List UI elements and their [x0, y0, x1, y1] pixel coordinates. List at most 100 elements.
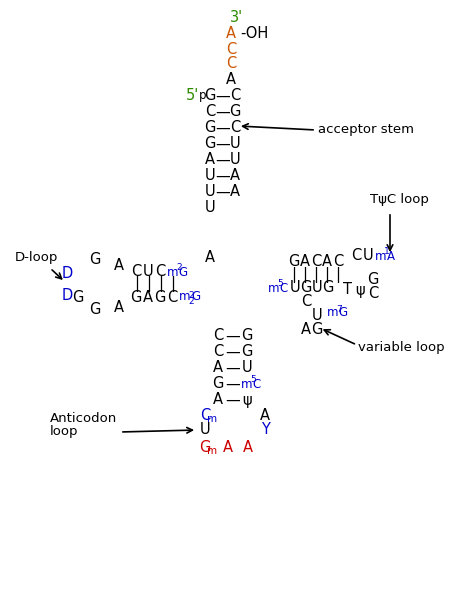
- Text: G: G: [311, 323, 323, 337]
- Text: 2: 2: [176, 263, 182, 273]
- Text: U: U: [312, 280, 322, 296]
- Text: U: U: [230, 137, 240, 151]
- Text: G: G: [89, 303, 100, 317]
- Text: C: C: [213, 329, 223, 343]
- Text: G: G: [178, 266, 188, 279]
- Text: |: |: [158, 276, 164, 292]
- Text: 5': 5': [185, 88, 199, 104]
- Text: U: U: [312, 309, 322, 323]
- Text: C: C: [351, 249, 361, 263]
- Text: G: G: [204, 121, 216, 135]
- Text: A: A: [226, 72, 236, 88]
- Text: m: m: [167, 266, 179, 279]
- Text: G: G: [241, 329, 253, 343]
- Text: A: A: [143, 290, 153, 305]
- Text: |: |: [292, 267, 297, 283]
- Text: —: —: [216, 88, 230, 104]
- Text: A: A: [226, 25, 236, 41]
- Text: A: A: [213, 360, 223, 376]
- Text: loop: loop: [50, 425, 79, 438]
- Text: A: A: [301, 323, 311, 337]
- Text: C: C: [205, 104, 215, 120]
- Text: —: —: [226, 345, 240, 359]
- Text: C: C: [226, 57, 236, 71]
- Text: —: —: [226, 392, 240, 408]
- Text: G: G: [191, 290, 201, 303]
- Text: ψ: ψ: [355, 283, 365, 297]
- Text: A: A: [260, 408, 270, 422]
- Text: G: G: [212, 376, 224, 392]
- Text: G: G: [130, 290, 142, 305]
- Text: G: G: [155, 290, 166, 305]
- Text: m: m: [375, 250, 387, 263]
- Text: 7: 7: [336, 305, 342, 313]
- Text: G: G: [338, 306, 347, 319]
- Text: acceptor stem: acceptor stem: [318, 124, 414, 137]
- Text: A: A: [322, 254, 332, 270]
- Text: U: U: [143, 264, 153, 280]
- Text: G: G: [241, 345, 253, 359]
- Text: C: C: [230, 121, 240, 135]
- Text: |: |: [313, 267, 319, 283]
- Text: 2: 2: [188, 290, 194, 299]
- Text: A: A: [114, 259, 124, 273]
- Text: m: m: [179, 290, 191, 303]
- Text: C: C: [280, 282, 288, 294]
- Text: —: —: [216, 184, 230, 200]
- Text: D: D: [61, 287, 73, 303]
- Text: C: C: [167, 290, 177, 305]
- Text: C: C: [155, 264, 165, 280]
- Text: G: G: [73, 290, 84, 305]
- Text: C: C: [333, 254, 343, 270]
- Text: A: A: [230, 184, 240, 200]
- Text: ψ: ψ: [242, 392, 252, 408]
- Text: G: G: [204, 137, 216, 151]
- Text: p: p: [199, 90, 206, 102]
- Text: m: m: [207, 414, 217, 424]
- Text: m: m: [207, 446, 217, 456]
- Text: 2: 2: [188, 296, 194, 306]
- Text: Y: Y: [261, 422, 269, 438]
- Text: C: C: [200, 408, 210, 422]
- Text: variable loop: variable loop: [358, 342, 445, 355]
- Text: |: |: [336, 267, 340, 283]
- Text: C: C: [301, 294, 311, 309]
- Text: G: G: [322, 280, 334, 296]
- Text: —: —: [226, 360, 240, 376]
- Text: A: A: [387, 250, 395, 263]
- Text: |: |: [146, 276, 152, 292]
- Text: 1: 1: [384, 247, 390, 256]
- Text: A: A: [230, 168, 240, 184]
- Text: TψC loop: TψC loop: [370, 194, 429, 207]
- Text: A: A: [300, 254, 310, 270]
- Text: 3': 3': [230, 9, 244, 25]
- Text: |: |: [302, 267, 308, 283]
- Text: U: U: [363, 249, 374, 263]
- Text: —: —: [226, 329, 240, 343]
- Text: U: U: [230, 153, 240, 167]
- Text: —: —: [216, 153, 230, 167]
- Text: G: G: [229, 104, 241, 120]
- Text: |: |: [171, 276, 175, 292]
- Text: U: U: [200, 422, 210, 438]
- Text: C: C: [253, 378, 261, 391]
- Text: —: —: [216, 104, 230, 120]
- Text: G: G: [204, 88, 216, 104]
- Text: C: C: [368, 286, 378, 302]
- Text: U: U: [242, 360, 252, 376]
- Text: 5: 5: [277, 280, 283, 289]
- Text: G: G: [288, 254, 300, 270]
- Text: G: G: [367, 273, 379, 287]
- Text: —: —: [226, 376, 240, 392]
- Text: m: m: [241, 378, 253, 391]
- Text: A: A: [114, 299, 124, 315]
- Text: m: m: [268, 282, 280, 294]
- Text: U: U: [205, 184, 215, 200]
- Text: C: C: [213, 345, 223, 359]
- Text: A: A: [205, 250, 215, 266]
- Text: -OH: -OH: [240, 25, 268, 41]
- Text: m: m: [327, 306, 339, 319]
- Text: —: —: [216, 121, 230, 135]
- Text: |: |: [135, 276, 139, 292]
- Text: A: A: [243, 439, 253, 455]
